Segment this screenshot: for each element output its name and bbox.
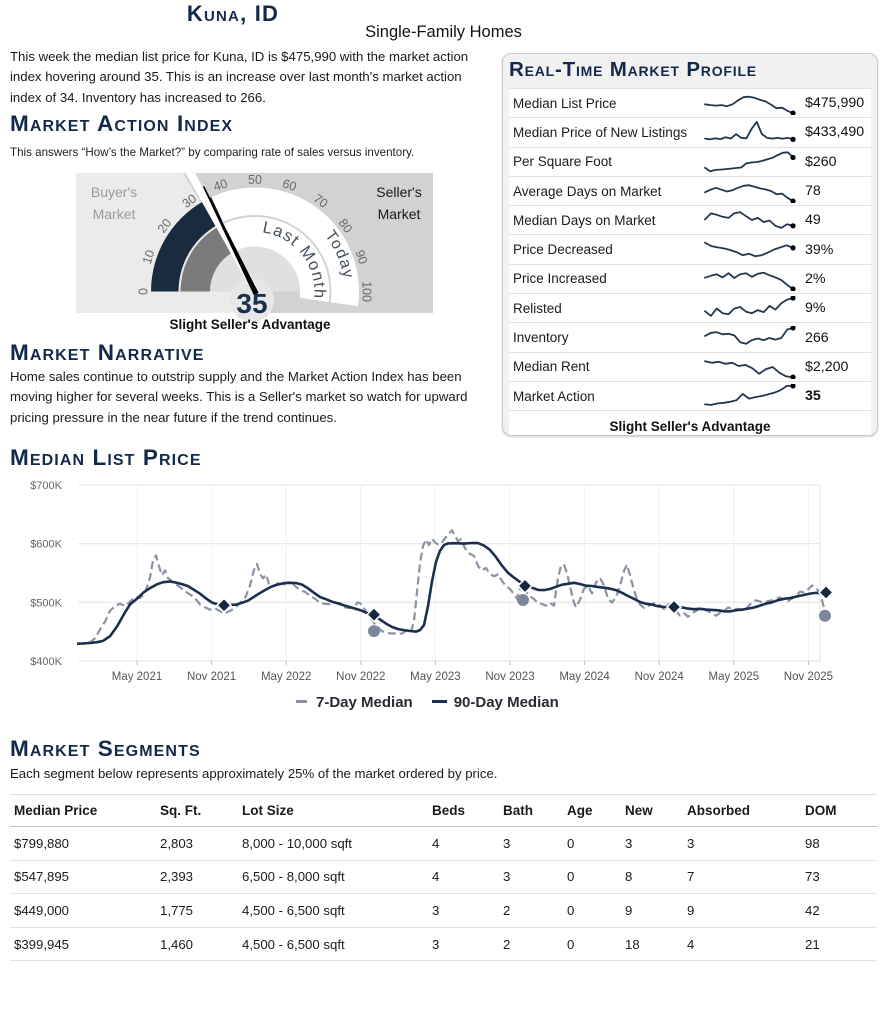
svg-text:$600K: $600K (30, 539, 62, 551)
svg-text:Nov 2021: Nov 2021 (187, 671, 236, 683)
svg-text:80: 80 (336, 216, 356, 236)
svg-text:May 2023: May 2023 (410, 671, 461, 683)
svg-text:60: 60 (281, 176, 299, 194)
svg-text:70: 70 (311, 191, 331, 211)
svg-text:May 2021: May 2021 (112, 671, 163, 683)
svg-text:100: 100 (360, 281, 374, 302)
svg-text:Nov 2025: Nov 2025 (784, 671, 833, 683)
svg-text:May 2025: May 2025 (709, 671, 760, 683)
svg-text:30: 30 (180, 191, 200, 211)
svg-text:Nov 2022: Nov 2022 (336, 671, 385, 683)
svg-text:35: 35 (236, 288, 267, 319)
svg-text:40: 40 (212, 176, 230, 194)
svg-text:May 2024: May 2024 (559, 671, 610, 683)
svg-text:50: 50 (248, 173, 262, 187)
svg-text:$400K: $400K (30, 656, 62, 668)
svg-text:Nov 2024: Nov 2024 (635, 671, 685, 683)
svg-text:90: 90 (352, 248, 370, 266)
svg-text:Nov 2023: Nov 2023 (485, 671, 534, 683)
svg-text:0: 0 (136, 288, 150, 295)
svg-text:$700K: $700K (30, 480, 62, 492)
svg-text:20: 20 (155, 216, 175, 236)
svg-text:May 2022: May 2022 (261, 671, 312, 683)
svg-text:10: 10 (140, 248, 158, 266)
svg-text:$500K: $500K (30, 597, 62, 609)
